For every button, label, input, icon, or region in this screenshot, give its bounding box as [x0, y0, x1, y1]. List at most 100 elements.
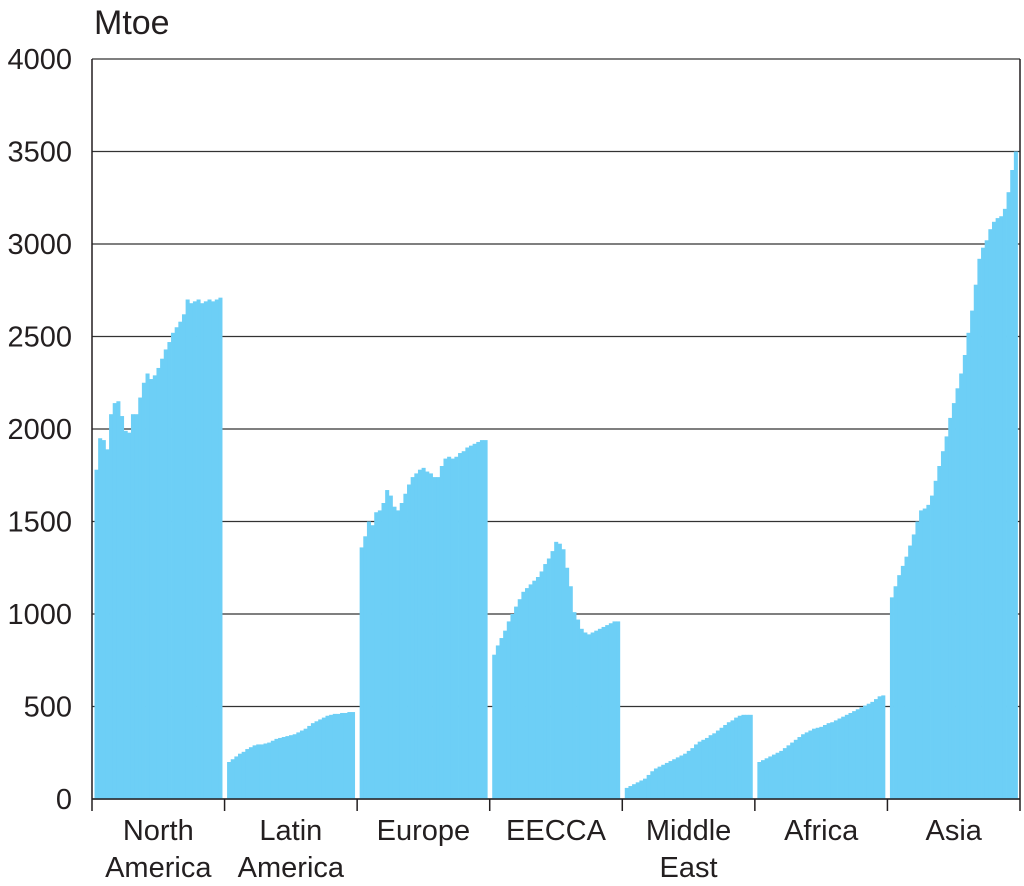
bar — [761, 760, 766, 799]
bar — [1002, 208, 1007, 800]
bar — [782, 748, 787, 799]
x-tick-label: North America — [105, 815, 212, 884]
bar — [873, 699, 879, 799]
bar — [704, 737, 710, 799]
bar — [557, 543, 562, 799]
y-tick-label: 1500 — [7, 507, 72, 539]
bar — [937, 466, 942, 799]
bar — [149, 379, 154, 799]
bar — [141, 382, 146, 799]
bar — [171, 332, 176, 799]
bar — [432, 477, 437, 799]
bar — [790, 742, 795, 799]
bar — [933, 480, 938, 799]
bar — [439, 466, 444, 799]
y-tick-label: 3500 — [7, 137, 72, 169]
y-tick-label: 3000 — [7, 229, 72, 261]
bar — [624, 787, 629, 799]
bar — [443, 458, 448, 799]
bar — [363, 536, 368, 799]
bar — [329, 714, 334, 799]
bar — [436, 477, 441, 799]
bar — [399, 503, 404, 799]
bar — [594, 630, 599, 799]
bar — [274, 738, 279, 799]
bar — [572, 612, 577, 799]
bar — [690, 748, 695, 799]
bar — [145, 373, 150, 799]
bar — [970, 310, 975, 799]
bar — [844, 714, 849, 799]
bar — [554, 541, 559, 799]
bar — [479, 440, 484, 799]
bar — [775, 752, 780, 799]
bar — [984, 240, 989, 800]
bar — [285, 736, 290, 799]
bar — [646, 774, 651, 799]
bar — [981, 247, 986, 799]
bar — [608, 623, 613, 799]
bar — [241, 751, 246, 799]
bar — [336, 713, 341, 799]
bar — [245, 749, 250, 799]
bar — [926, 504, 931, 799]
bar — [826, 723, 831, 799]
bar — [101, 440, 106, 799]
bar — [804, 732, 809, 799]
bar — [812, 728, 817, 799]
bar — [278, 737, 283, 799]
bar — [897, 575, 902, 799]
bar — [881, 695, 886, 799]
bar — [741, 714, 746, 799]
bar — [343, 712, 348, 799]
bar — [252, 745, 257, 799]
bar — [263, 743, 268, 799]
bar — [374, 512, 379, 799]
bar — [535, 577, 540, 799]
bar — [296, 732, 301, 799]
bar — [299, 730, 305, 799]
bar — [650, 771, 655, 799]
bar — [815, 727, 820, 799]
bar — [189, 303, 194, 799]
bar — [256, 744, 261, 799]
bar — [723, 725, 728, 799]
bar — [893, 586, 898, 799]
bar — [178, 321, 183, 799]
bar — [130, 414, 135, 799]
bar — [801, 734, 806, 799]
bar — [543, 564, 548, 799]
bar — [98, 438, 103, 799]
bar — [930, 495, 935, 799]
bar — [476, 441, 481, 799]
bar — [579, 628, 584, 799]
bar — [116, 401, 121, 799]
bar — [737, 715, 742, 799]
bar — [675, 757, 680, 799]
bar — [745, 714, 750, 799]
bar — [672, 759, 677, 799]
bar — [238, 753, 243, 799]
bar — [163, 349, 168, 799]
bar — [568, 586, 573, 799]
bar — [833, 720, 838, 799]
bar — [955, 388, 960, 799]
bar — [521, 591, 526, 799]
bar — [877, 696, 882, 799]
bar — [211, 301, 216, 799]
bar — [174, 327, 179, 799]
bar — [450, 458, 455, 799]
bar — [734, 717, 739, 799]
bar — [207, 299, 212, 799]
bar — [94, 469, 99, 799]
bar — [855, 709, 860, 799]
bar — [1013, 151, 1018, 799]
bar — [697, 741, 702, 799]
bar — [679, 755, 684, 799]
bar — [381, 503, 386, 799]
bar — [359, 547, 364, 799]
bar — [447, 456, 452, 799]
y-tick-label: 4000 — [7, 44, 72, 76]
bar — [988, 229, 993, 799]
